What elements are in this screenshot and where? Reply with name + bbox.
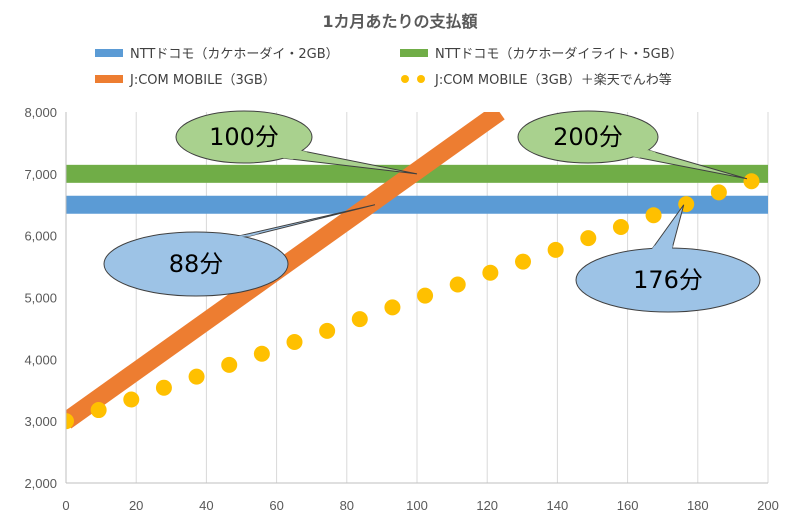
series-4-point-12: [449, 276, 466, 293]
callout-3-bubble: [103, 231, 289, 297]
x-tick-label-8: 160: [617, 498, 639, 513]
legend-label-2: NTTドコモ（カケホーダイライト・5GB）: [435, 47, 683, 62]
x-tick-label-1: 20: [129, 498, 143, 513]
callout-2: 200分: [517, 110, 748, 180]
series-4-point-0: [66, 413, 74, 430]
series-1-band: [66, 195, 768, 214]
callout-2-seam: [630, 150, 656, 158]
y-tick-label-1: 3,000: [24, 414, 57, 429]
callout-4: 176分: [575, 204, 761, 313]
y-tick-label-0: 2,000: [24, 476, 57, 491]
series-4-point-10: [384, 299, 401, 316]
series-4-point-3: [155, 379, 172, 396]
series-4-point-14: [515, 253, 532, 270]
x-tick-label-3: 60: [269, 498, 283, 513]
series-4-point-6: [253, 345, 270, 362]
callout-1: 100分: [175, 110, 418, 175]
series-4-point-9: [351, 311, 368, 328]
legend-swatch-3: [95, 75, 123, 83]
x-tick-label-6: 120: [476, 498, 498, 513]
legend-swatch-4a: [401, 75, 409, 83]
legend-swatch-1: [95, 49, 123, 57]
series-4-point-7: [286, 334, 303, 351]
y-tick-label-2: 4,000: [24, 352, 57, 367]
series-4-point-13: [482, 264, 499, 281]
callout-1-seam: [282, 150, 308, 160]
chart-title: 1カ月あたりの支払額: [322, 12, 477, 31]
x-tick-label-2: 40: [199, 498, 213, 513]
series-4-point-4: [188, 368, 205, 385]
series-4-point-21: [743, 173, 760, 190]
series-4-point-17: [612, 219, 629, 236]
callout-4-label: 176分: [633, 266, 703, 294]
series-4-point-20: [710, 184, 727, 201]
series-4-point-15: [547, 241, 564, 258]
callout-3: 88分: [103, 204, 376, 297]
series-4-point-5: [221, 356, 238, 373]
callout-1-bubble: [175, 110, 313, 164]
x-tick-label-0: 0: [62, 498, 69, 513]
x-tick-label-5: 100: [406, 498, 428, 513]
y-tick-label-3: 5,000: [24, 291, 57, 306]
callout-3-seam: [230, 233, 260, 238]
y-tick-label-5: 7,000: [24, 167, 57, 182]
y-tick-label-4: 6,000: [24, 229, 57, 244]
x-tick-label-9: 180: [687, 498, 709, 513]
series-4-point-1: [90, 402, 107, 419]
x-tick-label-10: 200: [757, 498, 779, 513]
callouts: 100分 200分 88分 176分: [103, 110, 761, 313]
series-4-point-16: [580, 230, 597, 247]
series-4-point-11: [417, 287, 434, 304]
legend: NTTドコモ（カケホーダイ・2GB） NTTドコモ（カケホーダイライト・5GB）…: [95, 47, 683, 88]
axes: 0 20 40 60 80 100 120 140 160 180 200 2,000 3,000 4,0…: [24, 105, 778, 513]
series-4-point-18: [645, 207, 662, 224]
callout-3-label: 88分: [169, 250, 224, 278]
callout-2-label: 200分: [553, 123, 623, 151]
callout-1-label: 100分: [209, 123, 279, 151]
legend-swatch-4b: [417, 75, 425, 83]
legend-swatch-2: [400, 49, 428, 57]
series-4-point-2: [123, 391, 140, 408]
y-tick-label-6: 8,000: [24, 105, 57, 120]
x-tick-label-7: 140: [547, 498, 569, 513]
series-4-point-8: [319, 322, 336, 339]
x-tick-label-4: 80: [340, 498, 354, 513]
callout-4-seam: [652, 245, 673, 249]
callout-2-bubble: [517, 110, 659, 164]
legend-label-1: NTTドコモ（カケホーダイ・2GB）: [130, 47, 339, 62]
legend-label-4: J:COM MOBILE（3GB）＋楽天でんわ等: [434, 72, 672, 88]
legend-label-3: J:COM MOBILE（3GB）: [129, 73, 276, 88]
